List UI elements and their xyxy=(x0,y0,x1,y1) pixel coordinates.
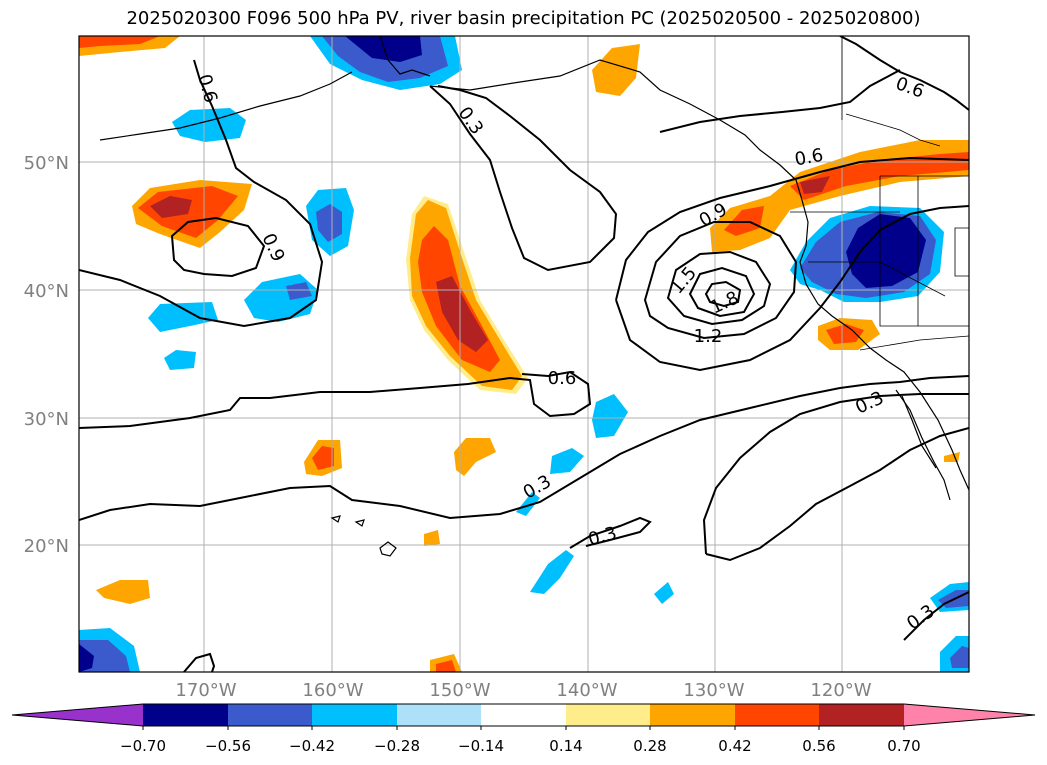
colorbar-label: 0.56 xyxy=(802,737,835,755)
colorbar-label: 0.70 xyxy=(887,737,920,755)
colorbar-segment xyxy=(735,704,819,726)
colorbar-extend-max xyxy=(904,704,1035,726)
colorbar-segment xyxy=(143,704,228,726)
precip-blob xyxy=(345,36,422,62)
colorbar-label: 0.28 xyxy=(633,737,666,755)
colorbar-segment xyxy=(228,704,312,726)
colorbar-label: 0.14 xyxy=(549,737,582,755)
contour-label: 0.6 xyxy=(548,368,577,389)
lon-label: 120°W xyxy=(810,680,871,701)
map-panel: 0.6 0.3 0.6 0.6 0.9 0.9 1.5 1.8 1.2 0.6 … xyxy=(79,36,969,672)
precip-blob xyxy=(800,176,830,194)
precip-blob xyxy=(436,276,488,352)
lat-tick-labels: 50°N 40°N 30°N 20°N xyxy=(24,153,69,557)
colorbar-segment xyxy=(819,704,904,726)
precip-blob xyxy=(312,446,334,470)
lon-tick-labels: 170°W 160°W 150°W 140°W 130°W 120°W xyxy=(175,680,871,701)
precip-blob xyxy=(316,204,342,242)
colorbar-label: −0.28 xyxy=(374,737,420,755)
precip-blob xyxy=(164,350,196,370)
precip-blob xyxy=(790,152,969,200)
colorbar-label: 0.42 xyxy=(718,737,751,755)
colorbar-segment xyxy=(566,704,650,726)
lat-label: 40°N xyxy=(24,281,69,302)
colorbar-extend-min xyxy=(12,704,143,726)
lat-label: 30°N xyxy=(24,409,69,430)
precip-blob xyxy=(530,550,574,594)
precip-blob xyxy=(79,36,160,48)
colorbar-label: −0.56 xyxy=(205,737,251,755)
lon-label: 140°W xyxy=(556,680,617,701)
map-gridlines xyxy=(79,36,969,672)
contour-label: 0.6 xyxy=(793,145,825,171)
colorbar: −0.70 −0.56 −0.42 −0.28 −0.14 0.14 0.28 … xyxy=(11,703,1036,755)
colorbar-label: −0.14 xyxy=(458,737,504,755)
precip-blob xyxy=(846,214,926,288)
lon-label: 160°W xyxy=(302,680,363,701)
map-title: 2025020300 F096 500 hPa PV, river basin … xyxy=(126,8,921,29)
colorbar-label: −0.70 xyxy=(120,737,166,755)
precip-blob xyxy=(96,580,150,604)
precip-blob xyxy=(148,302,218,332)
precip-blob xyxy=(550,448,584,474)
precip-blob xyxy=(950,646,969,668)
precip-blob xyxy=(424,530,440,546)
lon-label: 170°W xyxy=(175,680,236,701)
lat-label: 50°N xyxy=(24,153,69,174)
contour-label: 1.2 xyxy=(694,326,723,347)
state-borders xyxy=(790,36,969,351)
precip-blob xyxy=(654,582,674,604)
precip-blob xyxy=(592,394,628,438)
precip-blob xyxy=(516,492,540,516)
map-frame xyxy=(78,35,970,673)
colorbar-segments xyxy=(11,703,1036,730)
precip-blob xyxy=(436,660,456,672)
precip-blob xyxy=(826,324,864,344)
lon-label: 150°W xyxy=(429,680,490,701)
colorbar-segment xyxy=(312,704,397,726)
precip-shading xyxy=(79,36,969,672)
pv-contours xyxy=(79,36,969,672)
coastlines xyxy=(99,36,969,557)
lon-label: 130°W xyxy=(683,680,744,701)
colorbar-segment xyxy=(481,704,566,726)
precip-blob xyxy=(454,438,496,476)
precip-blob xyxy=(592,44,640,96)
colorbar-label: −0.42 xyxy=(289,737,335,755)
precip-blob xyxy=(172,108,246,142)
colorbar-segment xyxy=(397,704,481,726)
precip-blob xyxy=(286,282,312,300)
colorbar-tick-labels: −0.70 −0.56 −0.42 −0.28 −0.14 0.14 0.28 … xyxy=(120,737,921,755)
colorbar-segment xyxy=(650,704,735,726)
precip-blob xyxy=(79,644,94,672)
precip-blob xyxy=(150,196,192,218)
lat-label: 20°N xyxy=(24,536,69,557)
